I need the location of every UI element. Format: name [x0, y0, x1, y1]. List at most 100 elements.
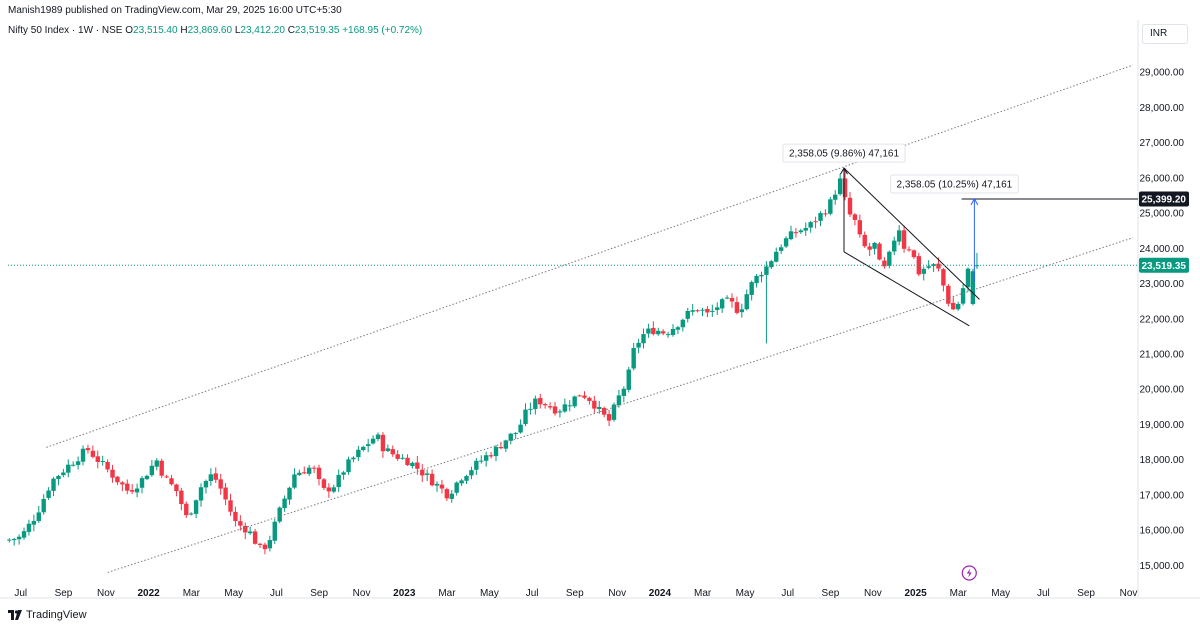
- candle[interactable]: [528, 402, 533, 415]
- candle[interactable]: [960, 284, 966, 306]
- candle[interactable]: [656, 327, 661, 336]
- candle[interactable]: [385, 444, 391, 453]
- candle[interactable]: [547, 402, 553, 410]
- candle[interactable]: [955, 301, 961, 311]
- candle[interactable]: [744, 289, 749, 311]
- candle[interactable]: [828, 196, 833, 216]
- candle[interactable]: [788, 225, 794, 241]
- candle[interactable]: [901, 225, 907, 253]
- candle[interactable]: [46, 487, 51, 501]
- candle[interactable]: [847, 192, 853, 217]
- candle[interactable]: [370, 435, 376, 445]
- candle[interactable]: [729, 293, 735, 308]
- candle[interactable]: [887, 250, 892, 269]
- candle[interactable]: [862, 231, 867, 248]
- candle[interactable]: [444, 487, 450, 502]
- candle[interactable]: [911, 249, 917, 260]
- candle[interactable]: [479, 455, 484, 464]
- candle[interactable]: [306, 464, 312, 476]
- wedge-upper-line[interactable]: [843, 167, 980, 300]
- candle[interactable]: [257, 542, 263, 549]
- candle[interactable]: [449, 490, 454, 503]
- candle[interactable]: [710, 304, 715, 317]
- candle[interactable]: [41, 494, 46, 515]
- candle[interactable]: [852, 213, 858, 226]
- candle[interactable]: [105, 459, 110, 473]
- candle[interactable]: [877, 242, 882, 261]
- candle[interactable]: [75, 456, 81, 470]
- candle[interactable]: [429, 469, 435, 487]
- candle[interactable]: [739, 303, 745, 318]
- candle[interactable]: [395, 450, 400, 461]
- candle[interactable]: [896, 225, 902, 246]
- price-range-measure[interactable]: 2,358.05 (10.25%) 47,161: [890, 174, 1019, 283]
- candle[interactable]: [533, 395, 538, 415]
- channel-upper-line[interactable]: [46, 64, 1134, 448]
- candle[interactable]: [356, 445, 361, 462]
- candle[interactable]: [592, 395, 597, 414]
- symbol-legend[interactable]: Nifty 50 Index · 1W · NSE O23,515.40 H23…: [8, 25, 422, 36]
- candle[interactable]: [125, 479, 130, 495]
- candle[interactable]: [7, 538, 12, 543]
- candle[interactable]: [410, 461, 415, 469]
- candle[interactable]: [282, 495, 287, 512]
- candle[interactable]: [56, 474, 61, 486]
- price-range-measure[interactable]: 2,358.05 (9.86%) 47,161: [782, 143, 906, 252]
- candle[interactable]: [16, 534, 22, 545]
- candle[interactable]: [577, 394, 582, 397]
- candle[interactable]: [813, 216, 818, 229]
- candle[interactable]: [164, 474, 169, 479]
- candle[interactable]: [336, 469, 341, 493]
- candle[interactable]: [31, 514, 37, 532]
- candle[interactable]: [562, 398, 568, 413]
- candle[interactable]: [970, 268, 976, 306]
- candle[interactable]: [926, 260, 931, 270]
- candle[interactable]: [754, 273, 759, 288]
- candle[interactable]: [724, 295, 730, 300]
- candle[interactable]: [508, 432, 513, 445]
- candle[interactable]: [287, 486, 292, 505]
- candle[interactable]: [818, 211, 823, 227]
- candle[interactable]: [223, 483, 228, 506]
- candle[interactable]: [641, 328, 646, 349]
- candle[interactable]: [778, 244, 784, 254]
- candle[interactable]: [469, 466, 474, 480]
- candle[interactable]: [951, 296, 956, 311]
- candle[interactable]: [665, 331, 671, 338]
- candle[interactable]: [184, 501, 189, 519]
- candle[interactable]: [208, 468, 214, 486]
- candle[interactable]: [110, 464, 115, 483]
- candle[interactable]: [174, 483, 179, 497]
- candle[interactable]: [488, 451, 494, 459]
- wedge-lower-line[interactable]: [843, 251, 970, 327]
- candle[interactable]: [439, 479, 445, 494]
- candle[interactable]: [892, 236, 897, 256]
- candle[interactable]: [252, 528, 258, 545]
- candle[interactable]: [823, 209, 828, 217]
- candle[interactable]: [262, 542, 268, 555]
- candle[interactable]: [405, 454, 410, 466]
- candle[interactable]: [21, 527, 27, 540]
- symbol-name[interactable]: Nifty 50 Index · 1W · NSE: [8, 25, 123, 36]
- candle[interactable]: [606, 409, 612, 426]
- channel-lower-line[interactable]: [107, 237, 1134, 573]
- candle[interactable]: [179, 487, 184, 511]
- candle[interactable]: [946, 283, 951, 307]
- candle[interactable]: [243, 522, 248, 540]
- candle[interactable]: [267, 535, 273, 552]
- candle[interactable]: [415, 456, 420, 475]
- candle[interactable]: [493, 444, 499, 462]
- candle[interactable]: [277, 506, 282, 524]
- candle[interactable]: [680, 318, 686, 332]
- candle[interactable]: [941, 267, 946, 292]
- candle[interactable]: [454, 481, 459, 496]
- candle[interactable]: [759, 271, 764, 283]
- candle[interactable]: [193, 499, 199, 519]
- candle[interactable]: [833, 190, 838, 205]
- candle[interactable]: [321, 478, 327, 490]
- candle[interactable]: [36, 505, 41, 523]
- candle[interactable]: [921, 266, 926, 281]
- candle[interactable]: [567, 400, 572, 412]
- candle[interactable]: [129, 483, 135, 494]
